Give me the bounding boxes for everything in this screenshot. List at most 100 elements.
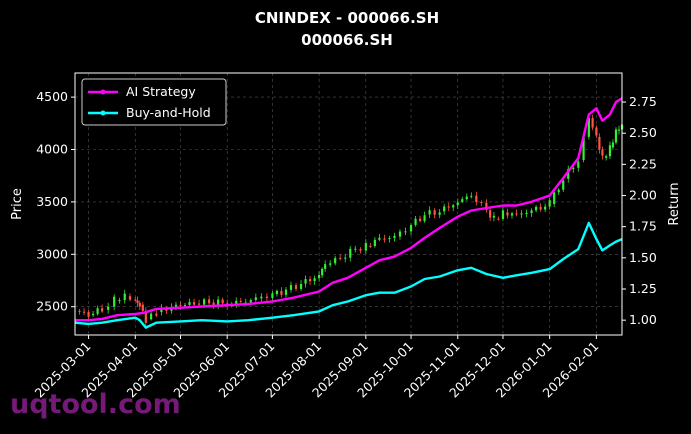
candle-body: [409, 225, 413, 232]
candle-body: [299, 283, 303, 289]
candle-body: [611, 142, 615, 148]
candle-body: [101, 308, 104, 312]
candle-body: [334, 258, 337, 264]
candle-body: [369, 245, 372, 247]
candle-body: [553, 192, 556, 204]
candle-body: [87, 312, 90, 317]
candle-body: [433, 210, 436, 215]
candle-body: [208, 299, 211, 304]
candle-body: [91, 313, 95, 316]
legend-label-bh: Buy-and-Hold: [126, 105, 211, 120]
candle-body: [197, 303, 201, 305]
series-lines: [74, 97, 623, 329]
candle-body: [577, 161, 580, 168]
candle-body: [567, 169, 570, 179]
y-tick-label: 3500: [36, 194, 68, 209]
candle-body: [492, 215, 496, 218]
candle-body: [447, 206, 450, 208]
y-right-tick-label: 2.25: [629, 156, 657, 171]
candle-body: [378, 237, 381, 240]
candle-body: [598, 136, 601, 150]
candle-body: [144, 310, 147, 323]
candle-body: [202, 299, 206, 305]
candle-body: [539, 206, 542, 210]
candle-body: [149, 313, 153, 320]
candle-body: [188, 302, 191, 305]
candle-body: [294, 285, 298, 289]
candle-body: [212, 302, 215, 306]
candle-body: [280, 290, 283, 295]
y-right-tick-label: 1.25: [629, 281, 657, 296]
candle-body: [548, 200, 551, 207]
candle-body: [174, 304, 178, 307]
candle-body: [284, 289, 288, 295]
candle-body: [275, 290, 279, 295]
candle-body: [497, 218, 500, 220]
candle-body: [249, 300, 252, 303]
candle-body: [183, 304, 187, 306]
candle-body: [601, 149, 604, 156]
legend-marker-ai: [100, 89, 106, 95]
candle-body: [452, 205, 455, 208]
candle-body: [608, 145, 612, 157]
candle-body: [321, 268, 324, 276]
candle-body: [562, 180, 565, 190]
candle-body: [239, 300, 242, 302]
candle-body: [235, 300, 238, 306]
legend: AI Strategy Buy-and-Hold: [81, 78, 227, 126]
legend-label-ai: AI Strategy: [126, 84, 196, 99]
candle-body: [530, 210, 533, 213]
candle-body: [515, 213, 518, 215]
candle-body: [557, 189, 560, 193]
candle-body: [82, 311, 86, 313]
candle-body: [304, 279, 307, 284]
candle-body: [595, 127, 598, 136]
candle-body: [506, 212, 509, 216]
candle-body: [107, 306, 110, 310]
candle-body: [591, 118, 594, 128]
candle-body: [489, 210, 492, 218]
candle-body: [324, 264, 327, 269]
y-axis-right-label: Return: [667, 182, 682, 225]
candle-body: [254, 297, 257, 301]
candle-body: [359, 249, 362, 251]
candle-body: [398, 231, 402, 237]
candle-body: [461, 199, 464, 202]
candle-body: [96, 308, 99, 314]
chart-subtitle: 000066.SH: [301, 31, 393, 49]
series-line-buy-and-hold: [74, 221, 623, 329]
candle-body: [501, 210, 505, 219]
candle-body: [404, 231, 407, 233]
candle-body: [423, 215, 426, 222]
candle-body: [192, 302, 196, 305]
candle-body: [271, 293, 274, 298]
legend-marker-bh: [100, 110, 106, 116]
candle-body: [244, 302, 247, 304]
candle-body: [428, 210, 431, 215]
candle-body: [329, 263, 332, 265]
candle-body: [572, 167, 575, 170]
candle-body: [318, 275, 321, 279]
candle-body: [418, 218, 422, 222]
candle-body: [383, 238, 386, 240]
candle-body: [364, 243, 367, 251]
candle-body: [614, 129, 618, 143]
candle-body: [443, 206, 446, 212]
candle-body: [388, 238, 391, 240]
candle-body: [289, 285, 293, 290]
candle-body: [414, 218, 417, 225]
candle-body: [344, 257, 347, 259]
candle-body: [470, 195, 473, 197]
y-axis-left: 2500 3000 3500 4000 4500: [36, 89, 75, 314]
candle-body: [349, 248, 352, 258]
candle-body: [535, 206, 538, 211]
candle-body: [485, 202, 488, 210]
candle-body: [217, 299, 220, 306]
candle-body: [179, 304, 182, 306]
candle-body: [582, 136, 585, 160]
candle-body: [393, 235, 396, 239]
y-right-tick-label: 1.50: [629, 250, 657, 265]
candle-body: [113, 296, 116, 307]
candle-body: [141, 304, 144, 311]
